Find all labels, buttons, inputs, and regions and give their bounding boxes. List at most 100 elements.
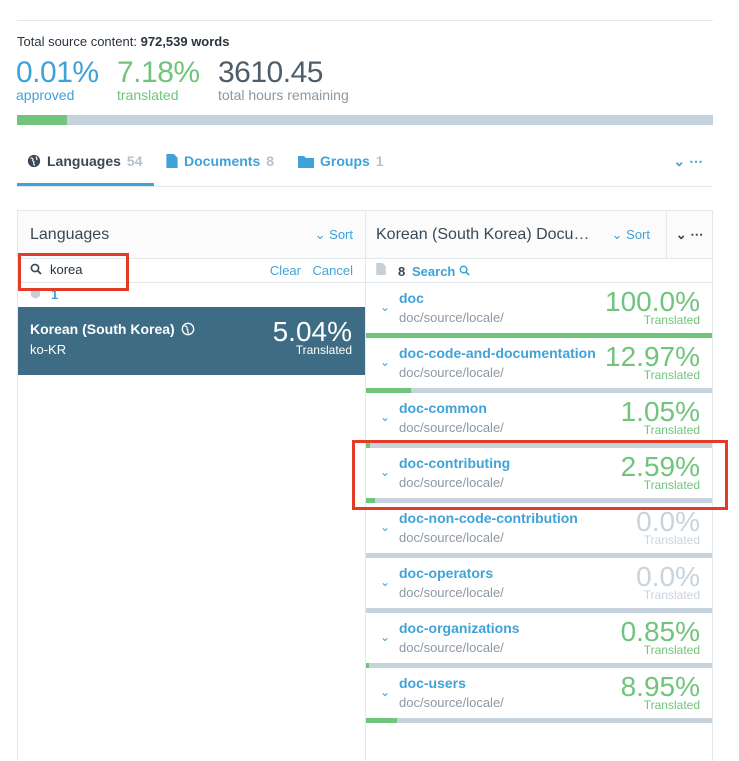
document-item[interactable]: ⌄ doc-contributing doc/source/locale/2.59%… xyxy=(366,448,712,503)
document-percent-label: Translated xyxy=(643,423,700,437)
documents-more-button[interactable]: ⌄ ⋯ xyxy=(666,211,712,258)
ellipsis-icon: ⋯ xyxy=(690,227,704,242)
documents-sort-button[interactable]: ⌄ Sort xyxy=(612,227,650,243)
document-percent: 0.0% xyxy=(636,506,700,537)
document-progress-bar xyxy=(366,443,712,448)
document-progress-bar xyxy=(366,553,712,558)
document-progress-bar xyxy=(366,388,712,393)
chevron-down-icon[interactable]: ⌄ xyxy=(380,300,391,314)
document-percent: 100.0% xyxy=(605,286,700,317)
document-path: doc/source/locale/ xyxy=(399,640,504,655)
document-progress-bar xyxy=(366,663,712,668)
document-percent: 0.85% xyxy=(620,616,700,647)
ellipsis-icon: ⋯ xyxy=(689,153,703,169)
document-name[interactable]: doc-contributing xyxy=(399,455,511,471)
language-code: ko-KR xyxy=(30,342,67,357)
chevron-down-icon: ⌄ xyxy=(611,227,623,242)
language-item-korean[interactable]: Korean (South Korea) ko-KR 5.04% Transla… xyxy=(18,307,365,375)
globe-icon xyxy=(30,287,41,302)
chevron-down-icon[interactable]: ⌄ xyxy=(380,520,391,534)
languages-sort-button[interactable]: ⌄ Sort xyxy=(315,227,353,243)
document-name[interactable]: doc-common xyxy=(399,400,487,416)
document-item[interactable]: ⌄ doc doc/source/locale/100.0% Translated xyxy=(366,283,712,338)
clear-search-button[interactable]: Clear xyxy=(269,263,301,278)
tab-groups-count: 1 xyxy=(375,153,384,169)
tab-languages-label: Languages xyxy=(47,153,121,169)
hours-value: 3610.45 xyxy=(218,56,323,89)
document-progress-bar xyxy=(366,608,712,613)
translated-stat: 7.18% translated xyxy=(117,56,200,102)
document-name[interactable]: doc-users xyxy=(399,675,466,691)
document-percent-label: Translated xyxy=(643,588,700,602)
document-icon xyxy=(166,154,178,168)
chevron-down-icon[interactable]: ⌄ xyxy=(380,410,391,424)
documents-search-button[interactable]: Search xyxy=(412,264,470,279)
tab-documents-count: 8 xyxy=(266,153,275,169)
document-percent: 8.95% xyxy=(620,671,700,702)
overall-progress-fill xyxy=(17,115,67,125)
document-name[interactable]: doc-organizations xyxy=(399,620,520,636)
chevron-down-icon: ⌄ xyxy=(675,227,687,242)
document-name[interactable]: doc-non-code-contribution xyxy=(399,510,578,526)
document-percent: 2.59% xyxy=(620,451,700,482)
tab-bar: Languages 54 Documents 8 Groups 1 ⌄ ⋯ xyxy=(17,145,713,187)
document-path: doc/source/locale/ xyxy=(399,310,504,325)
active-tab-underline xyxy=(17,183,154,186)
chevron-down-icon[interactable]: ⌄ xyxy=(380,630,391,644)
document-percent: 0.0% xyxy=(636,561,700,592)
document-highlight-box xyxy=(352,440,728,510)
document-list: ⌄ doc doc/source/locale/100.0% Translated ⌄ d… xyxy=(366,283,712,723)
document-progress-fill xyxy=(366,443,370,448)
chevron-down-icon[interactable]: ⌄ xyxy=(380,355,391,369)
tab-languages-count: 54 xyxy=(126,153,143,169)
translated-percent: 7.18% xyxy=(117,56,200,89)
tab-documents[interactable]: Documents 8 xyxy=(166,153,274,169)
tab-documents-label: Documents xyxy=(184,153,261,169)
document-path: doc/source/locale/ xyxy=(399,365,504,380)
languages-panel: Languages ⌄ Sort Clear Cancel 1 Korean (… xyxy=(17,210,366,761)
document-progress-bar xyxy=(366,498,712,503)
translated-label: translated xyxy=(117,87,179,103)
document-name[interactable]: doc-code-and-documentation xyxy=(399,345,596,361)
document-name[interactable]: doc xyxy=(399,290,424,306)
document-item[interactable]: ⌄ doc-operators doc/source/locale/0.0% Tran… xyxy=(366,558,712,613)
document-item[interactable]: ⌄ doc-organizations doc/source/locale/0.85… xyxy=(366,613,712,668)
tabs-more-button[interactable]: ⌄ ⋯ xyxy=(673,153,703,170)
cancel-search-button[interactable]: Cancel xyxy=(312,263,353,278)
document-item[interactable]: ⌄ doc-code-and-documentation doc/source/lo… xyxy=(366,338,712,393)
search-icon xyxy=(459,265,470,276)
tab-groups-label: Groups xyxy=(320,153,370,169)
search-icon xyxy=(30,263,42,278)
languages-result-count: 1 xyxy=(18,283,365,307)
languages-panel-header: Languages ⌄ Sort xyxy=(18,211,365,259)
chevron-down-icon[interactable]: ⌄ xyxy=(380,575,391,589)
document-percent-label: Translated xyxy=(643,313,700,327)
hours-remaining-stat: 3610.45 total hours remaining xyxy=(218,56,349,102)
document-item[interactable]: ⌄ doc-users doc/source/locale/8.95% Transla… xyxy=(366,668,712,723)
document-name[interactable]: doc-operators xyxy=(399,565,494,581)
globe-icon xyxy=(181,322,195,336)
tab-languages[interactable]: Languages 54 xyxy=(27,153,142,169)
document-path: doc/source/locale/ xyxy=(399,695,504,710)
search-label: Search xyxy=(412,264,456,279)
document-percent-label: Translated xyxy=(643,643,700,657)
languages-search-input[interactable] xyxy=(50,262,130,277)
chevron-down-icon[interactable]: ⌄ xyxy=(380,685,391,699)
document-count: 8 xyxy=(398,264,406,279)
top-divider xyxy=(17,20,713,21)
document-item[interactable]: ⌄ doc-common doc/source/locale/1.05% Transl… xyxy=(366,393,712,448)
result-count: 1 xyxy=(51,287,59,302)
globe-icon xyxy=(27,154,41,168)
document-path: doc/source/locale/ xyxy=(399,475,504,490)
document-percent: 12.97% xyxy=(605,341,700,372)
total-value: 972,539 words xyxy=(140,34,230,49)
document-progress-fill xyxy=(366,388,411,393)
document-item[interactable]: ⌄ doc-non-code-contribution doc/source/loc… xyxy=(366,503,712,558)
chevron-down-icon[interactable]: ⌄ xyxy=(380,465,391,479)
document-percent-label: Translated xyxy=(643,533,700,547)
document-percent-label: Translated xyxy=(643,478,700,492)
documents-panel: Korean (South Korea) Documents ⌄ Sort ⌄ … xyxy=(365,210,713,761)
document-progress-fill xyxy=(366,718,397,723)
documents-subheader: 8 Search xyxy=(366,259,712,283)
tab-groups[interactable]: Groups 1 xyxy=(298,153,384,169)
